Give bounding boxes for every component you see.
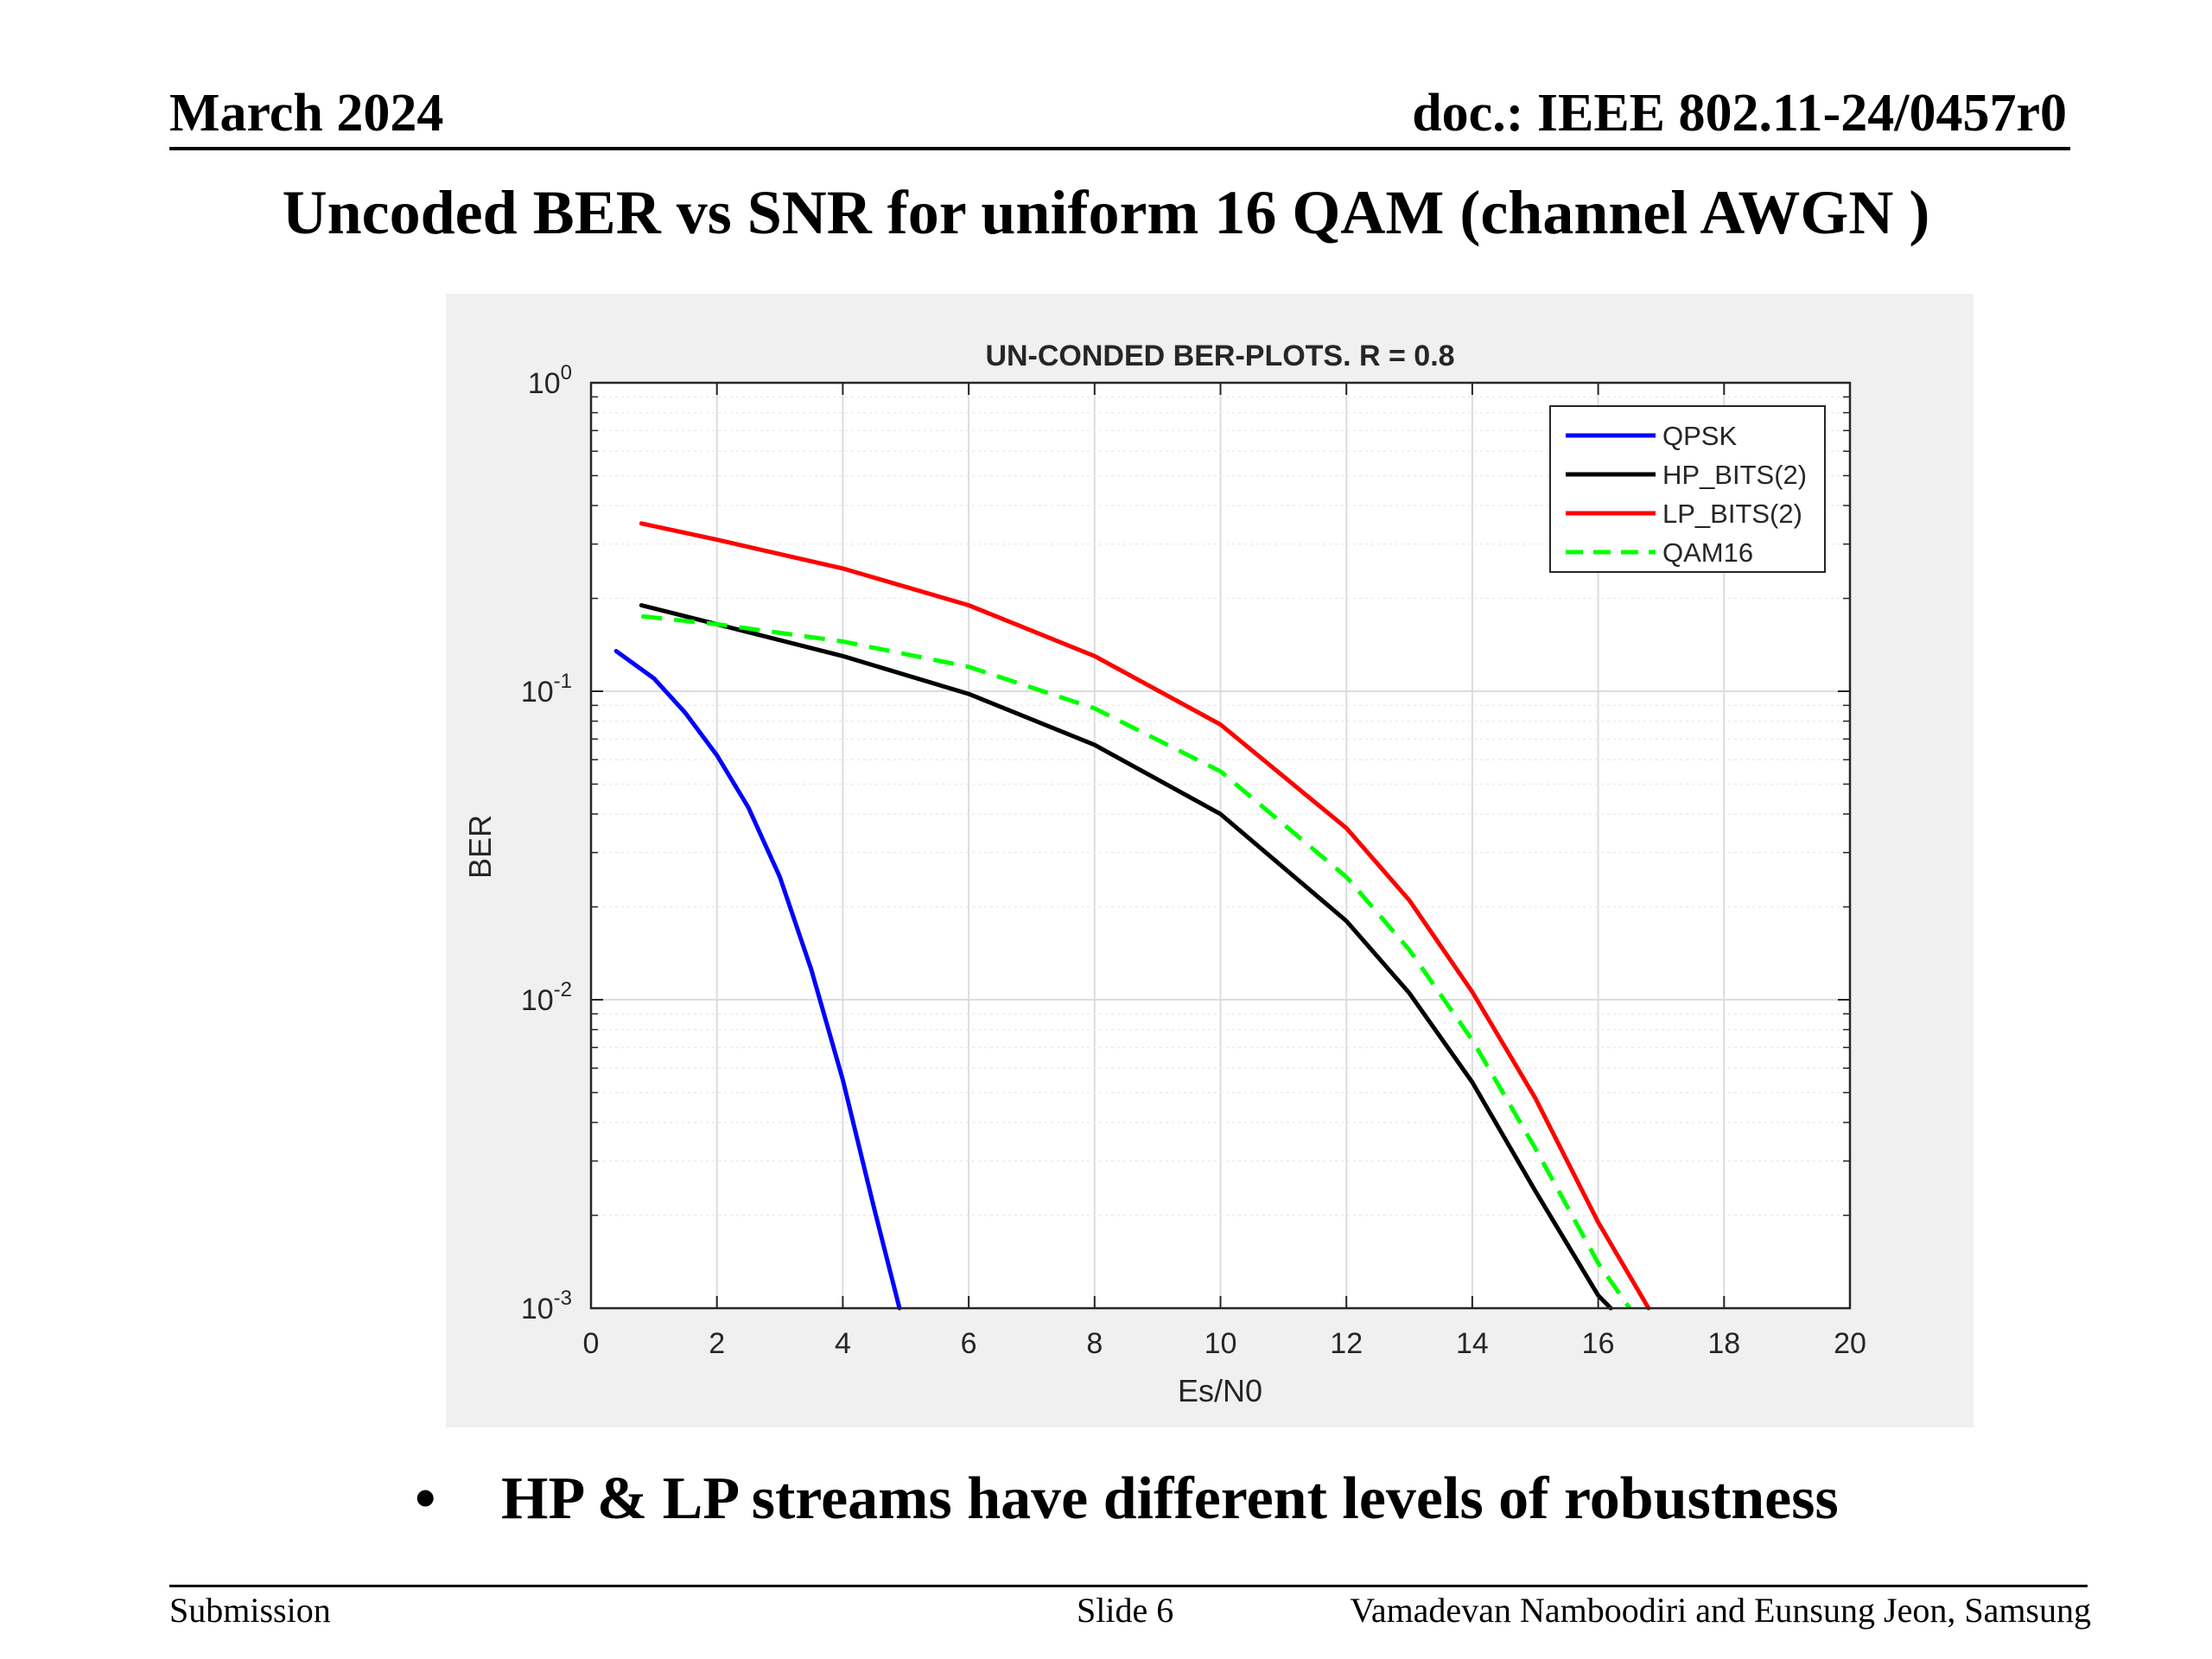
legend-label: QPSK <box>1662 421 1737 451</box>
footer-rule <box>169 1585 2088 1587</box>
x-tick-label: 12 <box>1330 1327 1363 1360</box>
x-tick-label: 10 <box>1205 1327 1237 1360</box>
series-line-qpsk <box>613 649 902 1311</box>
ber-chart-svg: 0 2 4 6 8 10 12 14 16 18 20 100 10-1 10-2 10-3 UN-COND… <box>446 294 1974 1427</box>
axis-ticks: 0 2 4 6 8 10 12 14 16 18 20 100 10-1 10-2 10-3 <box>521 361 1866 1360</box>
x-tick-label: 18 <box>1707 1327 1740 1360</box>
x-tick-label: 6 <box>961 1327 977 1360</box>
chart-title: UN-CONDED BER-PLOTS. R = 0.8 <box>985 340 1454 372</box>
x-tick-label: 14 <box>1456 1327 1489 1360</box>
x-tick-label: 4 <box>835 1327 851 1360</box>
footer-submission: Submission <box>169 1591 331 1630</box>
x-tick-label: 16 <box>1582 1327 1615 1360</box>
footer-authors: Vamadevan Namboodiri and Eunsung Jeon, S… <box>1350 1591 2091 1630</box>
footer-slide-number: Slide 6 <box>1077 1591 1174 1630</box>
x-tick-label: 8 <box>1086 1327 1103 1360</box>
legend-label: HP_BITS(2) <box>1662 460 1807 490</box>
legend-label: QAM16 <box>1662 537 1753 568</box>
header-date: March 2024 <box>169 84 444 143</box>
slide-title: Uncoded BER vs SNR for uniform 16 QAM (c… <box>282 178 1930 247</box>
x-axis-label: Es/N0 <box>1178 1373 1262 1408</box>
ber-chart: 0 2 4 6 8 10 12 14 16 18 20 100 10-1 10-2 10-3 UN-COND… <box>446 294 1974 1427</box>
series-line-qam16 <box>641 613 1632 1310</box>
y-tick-label: 10-3 <box>521 1287 572 1325</box>
legend-label: LP_BITS(2) <box>1662 499 1802 529</box>
series-lines <box>613 521 1651 1311</box>
bullet-text: HP & LP streams have different levels of… <box>501 1465 1839 1532</box>
header-rule <box>169 147 2070 150</box>
x-tick-label: 2 <box>709 1327 725 1360</box>
bullet-symbol: • <box>415 1465 436 1532</box>
y-tick-label: 100 <box>528 361 572 400</box>
chart-legend: QPSK HP_BITS(2) LP_BITS(2) QAM16 <box>1549 405 1826 573</box>
header-doc-id: doc.: IEEE 802.11-24/0457r0 <box>1412 84 2067 143</box>
x-tick-label: 20 <box>1834 1327 1866 1360</box>
y-tick-label: 10-2 <box>521 978 572 1017</box>
bullet-item: • HP & LP streams have different levels o… <box>415 1469 1839 1529</box>
y-axis-label: BER <box>462 815 498 879</box>
series-line-hp-bits-2 <box>639 603 1613 1311</box>
x-tick-label: 0 <box>583 1327 600 1360</box>
series-line-lp-bits-2 <box>639 521 1651 1311</box>
y-tick-label: 10-1 <box>521 670 572 709</box>
